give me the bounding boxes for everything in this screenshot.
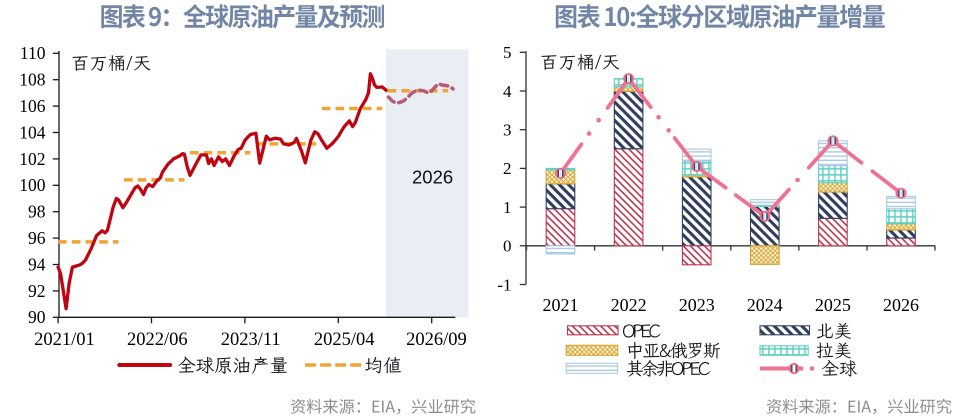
svg-text:2021: 2021: [543, 295, 579, 315]
svg-text:108: 108: [19, 70, 46, 90]
svg-text:96: 96: [28, 228, 46, 248]
svg-text:4: 4: [503, 82, 512, 101]
svg-text:92: 92: [28, 281, 46, 301]
svg-text:106: 106: [19, 96, 46, 116]
svg-text:-1: -1: [497, 275, 511, 294]
svg-text:110: 110: [20, 43, 46, 63]
svg-text:2025/04: 2025/04: [314, 330, 375, 350]
svg-text:2022: 2022: [611, 295, 647, 315]
svg-text:1: 1: [503, 198, 512, 217]
svg-text:98: 98: [28, 202, 46, 222]
svg-text:102: 102: [19, 149, 45, 169]
svg-text:104: 104: [19, 122, 46, 142]
svg-text:2026: 2026: [883, 295, 919, 315]
svg-text:2023/11: 2023/11: [221, 330, 281, 350]
svg-text:2026: 2026: [412, 167, 453, 188]
svg-text:2022/06: 2022/06: [127, 330, 188, 350]
svg-text:2026/09: 2026/09: [406, 330, 467, 350]
svg-text:90: 90: [28, 307, 46, 327]
svg-text:2: 2: [503, 159, 512, 178]
svg-text:2024: 2024: [747, 295, 783, 315]
svg-text:5: 5: [503, 43, 512, 62]
svg-text:2021/01: 2021/01: [34, 330, 95, 350]
svg-text:100: 100: [19, 175, 46, 195]
svg-text:2023: 2023: [679, 295, 715, 315]
svg-text:94: 94: [28, 254, 46, 274]
svg-text:0: 0: [503, 237, 512, 256]
svg-text:2025: 2025: [815, 295, 851, 315]
svg-text:3: 3: [503, 121, 512, 140]
